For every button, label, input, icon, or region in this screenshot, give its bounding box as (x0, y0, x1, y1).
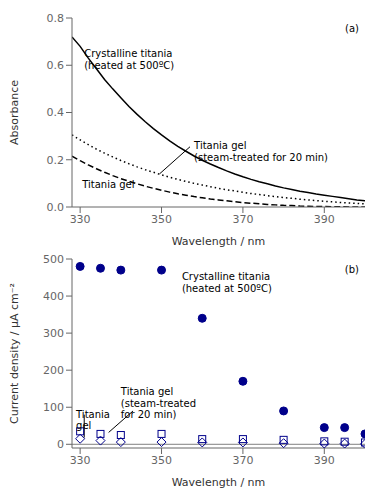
svg-text:0.0: 0.0 (47, 201, 65, 214)
svg-text:390: 390 (314, 213, 335, 226)
svg-text:Crystalline titania(heated at: Crystalline titania(heated at 500ºC) (182, 271, 272, 294)
svg-text:Wavelength / nm: Wavelength / nm (172, 476, 266, 489)
svg-text:350: 350 (151, 213, 172, 226)
svg-text:100: 100 (43, 401, 64, 414)
svg-text:(a): (a) (345, 23, 359, 34)
svg-text:Wavelength / nm: Wavelength / nm (172, 235, 266, 248)
svg-text:(b): (b) (345, 264, 359, 275)
svg-text:390: 390 (314, 454, 335, 467)
svg-text:300: 300 (43, 327, 64, 340)
svg-text:Titania gel(steam-treatedfor 2: Titania gel(steam-treatedfor 20 min) (120, 386, 196, 420)
svg-text:350: 350 (151, 454, 172, 467)
svg-text:370: 370 (232, 213, 253, 226)
svg-text:500: 500 (43, 253, 64, 266)
svg-text:0.6: 0.6 (47, 59, 65, 72)
svg-text:330: 330 (70, 213, 91, 226)
svg-text:370: 370 (232, 454, 253, 467)
svg-text:Crystalline titania(heated at: Crystalline titania(heated at 500ºC) (84, 48, 174, 71)
svg-text:Titaniagel: Titaniagel (75, 409, 110, 432)
svg-text:400: 400 (43, 290, 64, 303)
svg-text:Current density / μA cm⁻²: Current density / μA cm⁻² (8, 283, 21, 424)
svg-text:Titania gel: Titania gel (81, 179, 134, 190)
svg-text:0: 0 (57, 438, 64, 451)
svg-text:0.4: 0.4 (47, 106, 65, 119)
svg-text:0.8: 0.8 (47, 12, 65, 25)
svg-text:0.2: 0.2 (47, 154, 65, 167)
svg-text:200: 200 (43, 364, 64, 377)
svg-text:330: 330 (70, 454, 91, 467)
svg-text:Absorbance: Absorbance (8, 80, 21, 145)
svg-text:Titania gel(steam-treated for: Titania gel(steam-treated for 20 min) (193, 140, 328, 163)
